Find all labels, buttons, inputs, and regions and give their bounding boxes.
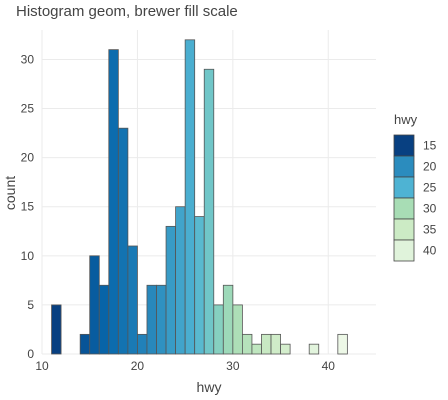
histogram-bar [232, 304, 243, 355]
histogram-bar [127, 245, 138, 355]
legend-swatch [393, 176, 415, 199]
y-tick-label: 0 [27, 347, 34, 361]
legend-swatch [393, 134, 415, 157]
histogram-bar [165, 225, 177, 355]
legend-label: 35 [423, 223, 437, 237]
legend-label: 15 [423, 139, 437, 153]
histogram-bar [98, 284, 110, 355]
legend-label: 20 [423, 160, 437, 174]
legend: hwy 15 20 25 30 35 40 [393, 112, 437, 262]
histogram-bar [51, 304, 62, 355]
histogram-bar [79, 333, 91, 355]
histogram-bar [251, 343, 262, 355]
histogram-bar [194, 216, 205, 355]
y-tick-label: 30 [21, 52, 35, 66]
y-tick-label: 15 [21, 200, 35, 214]
x-tick-label: 10 [35, 359, 49, 373]
legend-swatch [393, 155, 415, 178]
histogram-bar [280, 343, 291, 355]
y-axis-ticks: 0 5 10 15 20 25 30 [21, 52, 35, 361]
y-axis-title: count [2, 176, 18, 210]
y-tick-label: 10 [21, 249, 35, 263]
y-tick-label: 20 [21, 151, 35, 165]
y-tick-label: 25 [21, 102, 35, 116]
histogram-bar [241, 333, 253, 355]
histogram-bar [213, 304, 224, 355]
legend-label: 30 [423, 202, 437, 216]
histogram-bar [270, 333, 281, 355]
x-axis-ticks: 10 20 30 40 [35, 359, 335, 373]
histogram-bar [175, 206, 186, 355]
legend-swatch [393, 239, 415, 262]
x-tick-label: 30 [226, 359, 240, 373]
histogram-bar [337, 333, 348, 355]
legend-label: 25 [423, 181, 437, 195]
histogram-bar [222, 284, 234, 355]
legend-label: 40 [423, 244, 437, 258]
x-tick-label: 20 [131, 359, 145, 373]
histogram-bar [137, 333, 148, 355]
histogram-bar [203, 68, 215, 355]
legend-swatch [393, 218, 415, 241]
histogram-bar [89, 255, 100, 355]
histogram-bar [184, 39, 196, 355]
x-axis-title: hwy [197, 379, 222, 395]
histogram-bar [308, 343, 320, 355]
histogram-bar [117, 127, 129, 355]
legend-swatch [393, 197, 415, 220]
chart-title: Histogram geom, brewer fill scale [16, 3, 238, 20]
x-tick-label: 40 [322, 359, 336, 373]
legend-title: hwy [394, 112, 418, 127]
y-tick-label: 5 [27, 298, 34, 312]
histogram-bar [261, 333, 272, 355]
histogram-bar [146, 284, 157, 355]
histogram-bar [156, 284, 167, 355]
histogram-bar [108, 49, 119, 355]
histogram-bars [51, 39, 348, 355]
